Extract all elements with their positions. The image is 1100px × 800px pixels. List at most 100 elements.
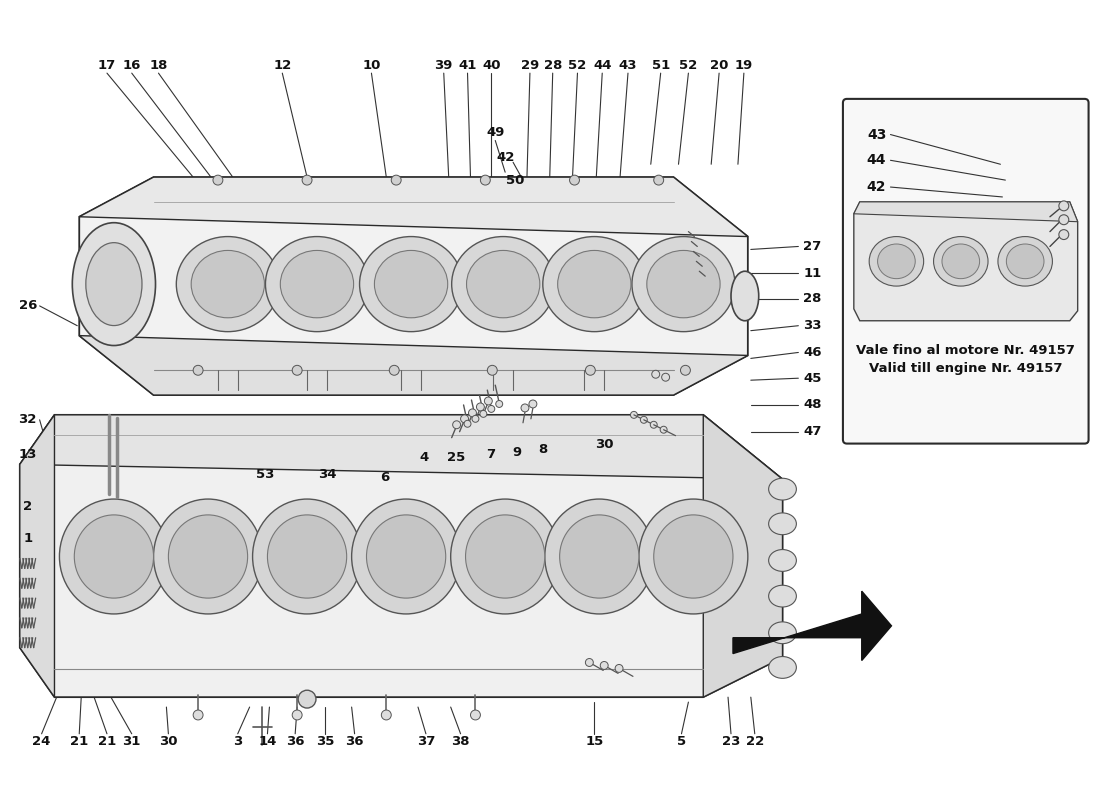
Ellipse shape: [769, 622, 796, 644]
Text: 16: 16: [122, 58, 141, 72]
Text: 4: 4: [419, 451, 429, 464]
Text: 8: 8: [538, 443, 548, 456]
Text: 20: 20: [710, 58, 728, 72]
Text: 24: 24: [32, 735, 51, 748]
Text: 36: 36: [345, 735, 364, 748]
Ellipse shape: [154, 499, 263, 614]
Circle shape: [484, 397, 493, 405]
Circle shape: [453, 421, 461, 429]
Circle shape: [496, 401, 503, 407]
Circle shape: [471, 710, 481, 720]
Circle shape: [662, 374, 670, 381]
Circle shape: [461, 415, 469, 422]
Circle shape: [382, 710, 392, 720]
Circle shape: [194, 710, 204, 720]
Polygon shape: [703, 415, 782, 697]
Text: 43: 43: [867, 127, 887, 142]
Circle shape: [570, 175, 580, 185]
Text: 19: 19: [735, 58, 754, 72]
Text: 52: 52: [569, 58, 586, 72]
Text: 27: 27: [803, 240, 822, 253]
Text: 46: 46: [803, 346, 822, 359]
Circle shape: [389, 366, 399, 375]
Ellipse shape: [1006, 244, 1044, 278]
Ellipse shape: [374, 250, 448, 318]
Text: 29: 29: [520, 58, 539, 72]
Ellipse shape: [191, 250, 264, 318]
Ellipse shape: [544, 499, 653, 614]
Circle shape: [615, 665, 623, 672]
FancyBboxPatch shape: [843, 99, 1089, 443]
Text: 18: 18: [150, 58, 167, 72]
Polygon shape: [79, 336, 748, 395]
Ellipse shape: [452, 237, 554, 332]
Circle shape: [521, 404, 529, 412]
Polygon shape: [20, 415, 782, 697]
Ellipse shape: [86, 242, 142, 326]
Ellipse shape: [451, 499, 560, 614]
Ellipse shape: [466, 250, 540, 318]
Text: 5: 5: [676, 735, 686, 748]
Circle shape: [650, 422, 657, 428]
Text: 45: 45: [803, 372, 822, 385]
Text: 50: 50: [506, 174, 525, 186]
Text: 51: 51: [651, 58, 670, 72]
Ellipse shape: [732, 271, 759, 321]
Ellipse shape: [265, 237, 368, 332]
Text: 10: 10: [362, 58, 381, 72]
Circle shape: [1059, 230, 1069, 239]
Text: 21: 21: [98, 735, 117, 748]
Text: Valid till engine Nr. 49157: Valid till engine Nr. 49157: [869, 362, 1063, 375]
Circle shape: [1059, 201, 1069, 211]
Ellipse shape: [934, 237, 988, 286]
Text: 52: 52: [680, 58, 697, 72]
Ellipse shape: [73, 222, 155, 346]
Ellipse shape: [542, 237, 646, 332]
Ellipse shape: [465, 515, 544, 598]
Text: 38: 38: [451, 735, 470, 748]
Polygon shape: [20, 415, 782, 479]
Text: 49: 49: [486, 126, 505, 139]
Circle shape: [487, 366, 497, 375]
Circle shape: [464, 420, 471, 427]
Text: 34: 34: [318, 468, 337, 481]
Ellipse shape: [352, 499, 461, 614]
Circle shape: [481, 175, 491, 185]
Circle shape: [585, 366, 595, 375]
Text: 13: 13: [19, 448, 37, 461]
Circle shape: [298, 690, 316, 708]
Circle shape: [1059, 214, 1069, 225]
Text: 47: 47: [803, 425, 822, 438]
Text: 9: 9: [513, 446, 521, 459]
Ellipse shape: [558, 250, 631, 318]
Text: 14: 14: [258, 735, 276, 748]
Text: 17: 17: [98, 58, 117, 72]
Text: 33: 33: [803, 319, 822, 332]
Text: 26: 26: [19, 299, 37, 313]
Ellipse shape: [769, 478, 796, 500]
Text: 41: 41: [459, 58, 476, 72]
Text: eurospares: eurospares: [396, 533, 574, 585]
Ellipse shape: [998, 237, 1053, 286]
Text: 37: 37: [417, 735, 436, 748]
Ellipse shape: [769, 657, 796, 678]
Circle shape: [194, 366, 204, 375]
Text: 23: 23: [722, 735, 740, 748]
Text: 3: 3: [233, 735, 242, 748]
Text: 12: 12: [273, 58, 292, 72]
Circle shape: [472, 415, 478, 422]
Text: 42: 42: [867, 180, 887, 194]
Polygon shape: [79, 177, 748, 395]
Text: 44: 44: [867, 154, 887, 167]
Text: 43: 43: [618, 58, 637, 72]
Polygon shape: [854, 202, 1078, 321]
Circle shape: [469, 409, 476, 417]
Text: 22: 22: [746, 735, 763, 748]
Polygon shape: [20, 415, 55, 697]
Ellipse shape: [769, 550, 796, 571]
Ellipse shape: [942, 244, 980, 278]
Circle shape: [213, 175, 223, 185]
Text: 42: 42: [496, 151, 515, 164]
Text: 11: 11: [803, 266, 822, 280]
Ellipse shape: [769, 586, 796, 607]
